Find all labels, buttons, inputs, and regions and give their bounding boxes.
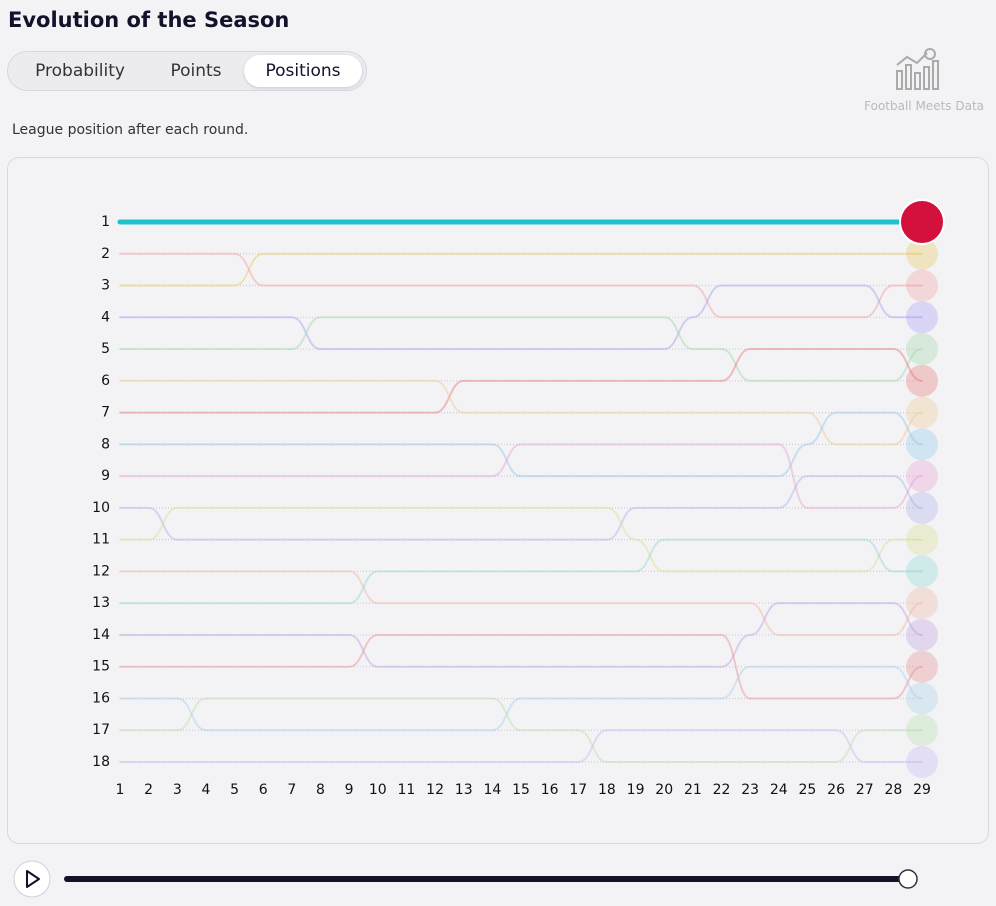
team-badge [906, 396, 938, 429]
x-tick-label: 15 [512, 782, 530, 798]
team-badge [906, 237, 938, 270]
y-tick-label: 5 [101, 341, 110, 357]
y-tick-label: 18 [92, 754, 110, 770]
team-line [119, 252, 923, 319]
tab[interactable]: Probability [35, 61, 125, 81]
team-line [119, 633, 923, 700]
team-badge [906, 269, 938, 302]
tab-bar: Probability Points Positions [7, 51, 367, 91]
team-line [119, 538, 923, 605]
team-badge [906, 650, 938, 683]
team-line [119, 729, 923, 763]
y-tick-label: 12 [92, 563, 110, 579]
x-tick-label: 22 [713, 782, 731, 798]
team-badge [906, 587, 938, 620]
team-line [119, 411, 923, 478]
x-tick-label: 9 [345, 782, 354, 798]
team-badge [906, 333, 938, 366]
chart-card [7, 157, 989, 844]
team-line [119, 697, 923, 763]
x-tick-label: 25 [799, 782, 817, 798]
team-line [119, 252, 923, 287]
play-icon[interactable] [26, 870, 40, 888]
y-tick-label: 10 [92, 500, 110, 516]
team-line [119, 506, 923, 573]
team-badge [906, 460, 938, 493]
x-tick-label: 27 [856, 782, 874, 798]
team-badge [906, 364, 938, 397]
y-tick-label: 8 [101, 436, 110, 452]
x-tick-label: 18 [598, 782, 616, 798]
team-badge [906, 491, 938, 524]
x-tick-label: 7 [287, 782, 296, 798]
team-line [119, 602, 923, 668]
brand-caption: Football Meets Data [864, 99, 984, 113]
team-line [119, 284, 923, 351]
x-tick-label: 24 [770, 782, 788, 798]
y-tick-label: 2 [101, 246, 110, 262]
team-badge [906, 618, 938, 651]
y-tick-label: 6 [101, 373, 110, 389]
x-tick-label: 10 [369, 782, 387, 798]
team-badge [906, 523, 938, 556]
y-tick-label: 7 [101, 405, 110, 421]
team-badge [906, 428, 938, 461]
x-tick-label: 28 [884, 782, 902, 798]
leader-badge [899, 199, 945, 245]
y-tick-label: 4 [101, 309, 110, 325]
team-line [119, 443, 923, 509]
x-tick-label: 16 [541, 782, 559, 798]
x-tick-label: 20 [655, 782, 673, 798]
team-badge [906, 301, 938, 334]
y-tick-label: 11 [92, 532, 110, 548]
x-tick-label: 1 [116, 782, 125, 798]
x-tick-label: 11 [398, 782, 416, 798]
team-line [119, 348, 923, 414]
x-tick-label: 19 [627, 782, 645, 798]
team-line [119, 665, 923, 732]
x-tick-label: 21 [684, 782, 702, 798]
brand-logo [896, 48, 939, 90]
x-tick-label: 26 [827, 782, 845, 798]
y-tick-label: 16 [92, 690, 110, 706]
x-tick-label: 5 [230, 782, 239, 798]
x-tick-label: 2 [144, 782, 153, 798]
y-tick-label: 17 [92, 722, 110, 738]
x-tick-label: 14 [483, 782, 501, 798]
team-badge [906, 682, 938, 715]
x-tick-label: 4 [201, 782, 210, 798]
tab[interactable]: Positions [244, 55, 362, 87]
team-line [119, 475, 923, 541]
team-badge [906, 555, 938, 588]
x-tick-label: 3 [173, 782, 182, 798]
y-tick-label: 15 [92, 659, 110, 675]
x-tick-label: 13 [455, 782, 473, 798]
x-tick-label: 6 [259, 782, 268, 798]
chart-subtitle: League position after each round. [12, 122, 249, 138]
y-tick-label: 3 [101, 278, 110, 294]
y-tick-label: 13 [92, 595, 110, 611]
x-tick-label: 8 [316, 782, 325, 798]
team-line [119, 570, 923, 636]
team-line [119, 379, 923, 446]
play-button[interactable] [13, 860, 51, 898]
x-tick-label: 29 [913, 782, 931, 798]
y-tick-label: 1 [101, 214, 110, 230]
team-badge [906, 746, 938, 778]
page-title: Evolution of the Season [8, 8, 290, 32]
x-tick-label: 12 [426, 782, 444, 798]
x-tick-label: 17 [569, 782, 587, 798]
tab[interactable]: Points [170, 61, 222, 81]
slider-thumb[interactable] [898, 869, 918, 889]
team-badge [906, 714, 938, 747]
y-tick-label: 9 [101, 468, 110, 484]
x-tick-label: 23 [741, 782, 759, 798]
y-tick-label: 14 [92, 627, 110, 643]
team-line [119, 316, 923, 382]
